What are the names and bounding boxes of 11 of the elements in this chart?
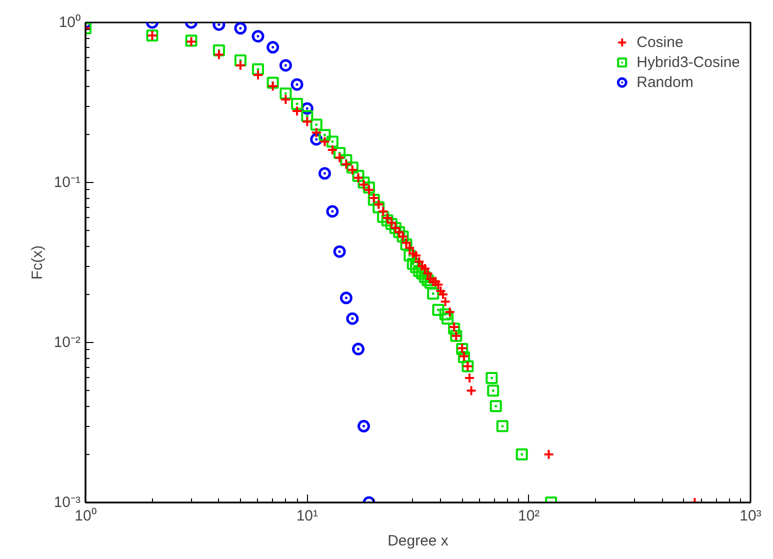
legend-label: Hybrid3-Cosine bbox=[636, 54, 740, 70]
y-tick-label: 10⁰ bbox=[58, 14, 81, 31]
x-tick-label: 10² bbox=[518, 508, 540, 524]
x-axis-title: Degree x bbox=[388, 532, 449, 550]
legend-label: Random bbox=[636, 74, 694, 90]
x-tick-label: 10³ bbox=[740, 508, 762, 524]
x-tick-label: 10¹ bbox=[296, 508, 318, 524]
y-tick-label: 10⁻¹ bbox=[54, 174, 81, 191]
y-tick-label: 10⁻² bbox=[54, 334, 81, 351]
legend-label: Cosine bbox=[636, 34, 684, 50]
y-axis-title: Fc(x) bbox=[28, 245, 46, 280]
